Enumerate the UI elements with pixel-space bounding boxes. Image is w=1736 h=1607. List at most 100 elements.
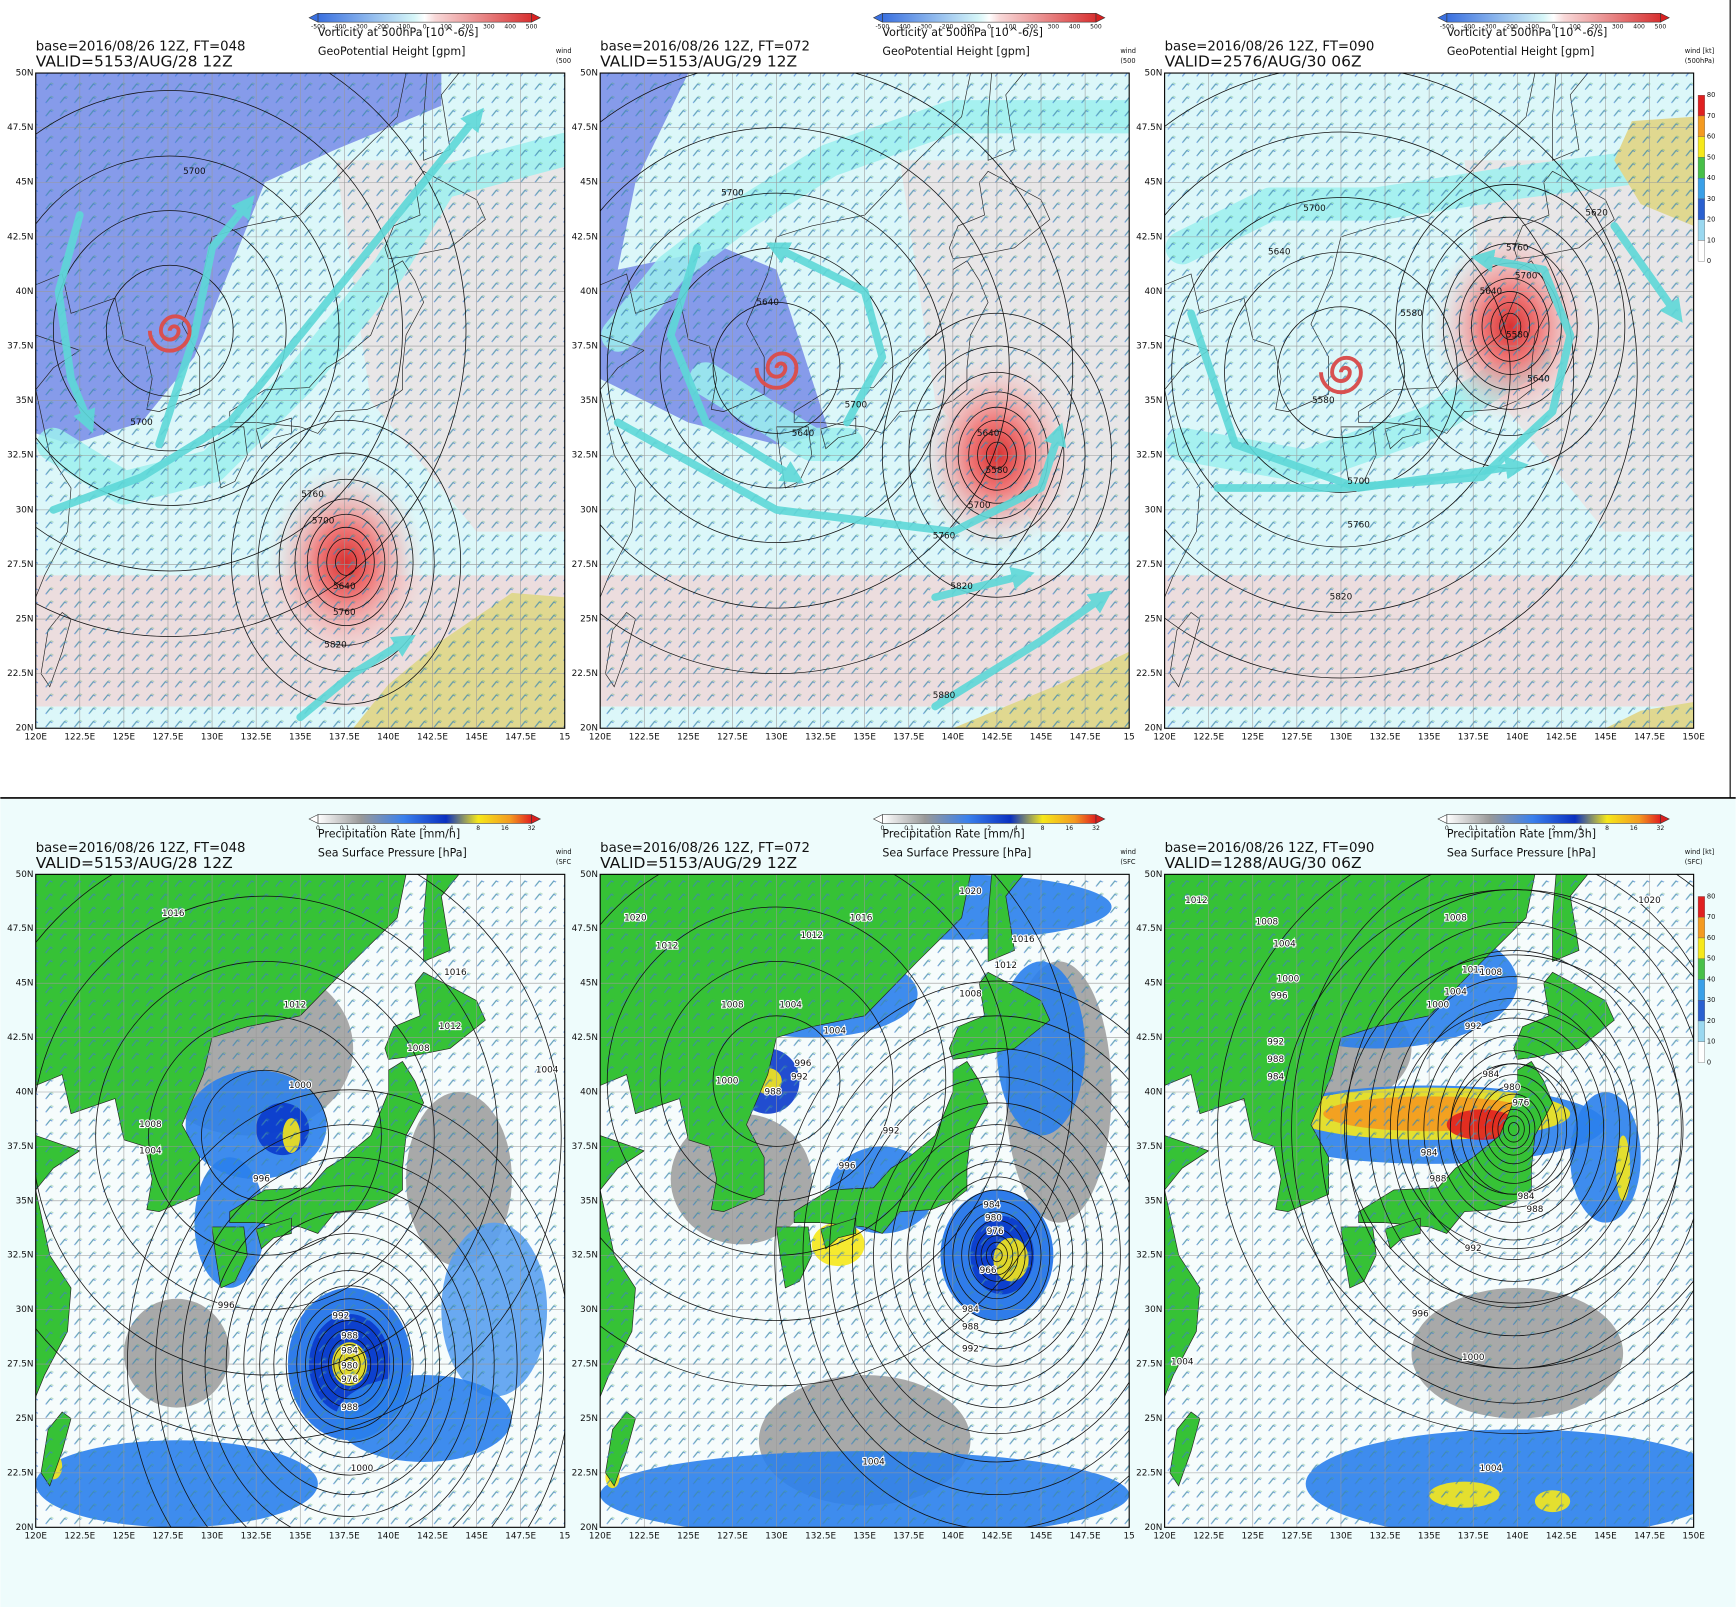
contour-label: 984 — [983, 1201, 1000, 1211]
contour-label: 984 — [1482, 1070, 1499, 1080]
colorbar-label: -400 — [897, 24, 911, 31]
lon-label: 135E — [289, 1532, 312, 1542]
contour-label: 1008 — [1444, 913, 1467, 923]
lon-label: 135E — [1418, 733, 1441, 743]
contour — [201, 1069, 329, 1202]
contour — [278, 478, 414, 646]
lat-label: 27.5N — [7, 560, 33, 570]
lat-label: 50N — [16, 69, 34, 79]
lon-label: 150E — [1682, 733, 1705, 743]
contour — [328, 1337, 372, 1391]
contour — [1449, 1063, 1578, 1195]
colorbar-label: -300 — [354, 24, 368, 31]
contour — [873, 1102, 1121, 1408]
map-frame — [1164, 72, 1695, 729]
lon-label: 140E — [1506, 733, 1529, 743]
contour — [294, 498, 398, 626]
lat-label: 22.5N — [1136, 669, 1162, 679]
contour-label: 1016 — [1012, 935, 1035, 945]
colorbar-label: 32 — [528, 825, 536, 832]
colorbar-label: 400 — [504, 24, 516, 31]
colorbar-label: 0 — [316, 825, 320, 832]
contour-label: 5640 — [1480, 287, 1503, 297]
contour — [1217, 874, 1694, 1435]
contour-label: 984 — [341, 1347, 358, 1357]
lat-label: 42.5N — [7, 232, 33, 242]
lon-label: 135E — [853, 733, 876, 743]
colorbar-label: 200 — [462, 24, 474, 31]
contour-label: 1004 — [1480, 1464, 1503, 1474]
contour — [1469, 1074, 1559, 1184]
contour-label: 5820 — [1330, 593, 1353, 603]
contour — [225, 1211, 474, 1517]
lat-label: 25N — [580, 615, 598, 625]
lon-label: 120E — [1153, 1532, 1176, 1542]
lat-label: 45N — [16, 979, 34, 989]
field-title: Sea Surface Pressure [hPa] — [882, 846, 1031, 859]
wind-scale-label: 20 — [1707, 216, 1715, 224]
lat-label: 35N — [16, 1196, 34, 1206]
field-title: Sea Surface Pressure [hPa] — [1447, 846, 1596, 859]
colorbar-label: -100 — [961, 24, 975, 31]
contour-label: 5580 — [1312, 396, 1335, 406]
lon-label: 145E — [1594, 1532, 1617, 1542]
contour-label: 1016 — [162, 909, 185, 919]
colorbar-label: 16 — [1065, 825, 1073, 832]
colorbar-end — [872, 12, 883, 23]
map-panel: base=2016/08/26 12Z, FT=048VALID=5153/AU… — [7, 12, 572, 743]
contour — [338, 1350, 361, 1378]
contour — [712, 1015, 841, 1147]
contour-label: 1020 — [624, 913, 647, 923]
contour — [933, 1176, 1061, 1334]
contour-label: 988 — [765, 1087, 782, 1097]
map-frame — [599, 72, 1130, 729]
lat-label: 47.5N — [572, 123, 598, 133]
contour-label: 5760 — [333, 608, 356, 618]
contour-label: 5580 — [986, 466, 1009, 476]
lon-label: 130E — [201, 1532, 224, 1542]
contour-label: 1004 — [1171, 1357, 1194, 1367]
valid-time: VALID=5153/AUG/28 12Z — [36, 854, 233, 872]
contour-label: 976 — [987, 1227, 1004, 1237]
wind-level: (500hPa) — [1685, 57, 1715, 65]
contour-label: 5700 — [1347, 477, 1370, 487]
colorbar-label: 0.3 — [367, 825, 377, 832]
lat-label: 40N — [1145, 1087, 1163, 1097]
contour — [306, 513, 386, 611]
lon-label: 122.5E — [629, 1532, 660, 1542]
contour-label: 5580 — [1400, 309, 1423, 319]
contour-label: 1000 — [1427, 1000, 1450, 1010]
contour — [1442, 243, 1578, 410]
valid-time: VALID=2576/AUG/30 06Z — [1165, 52, 1362, 70]
colorbar-label: 500 — [526, 24, 538, 31]
wind-colorbar — [1697, 157, 1705, 179]
contour-label: 5640 — [792, 429, 815, 439]
contour-label: 992 — [1465, 1022, 1482, 1032]
lat-label: 27.5N — [7, 1360, 33, 1370]
contour — [326, 537, 366, 587]
colorbar-label: -400 — [332, 24, 346, 31]
contour-label: 1008 — [1256, 918, 1279, 928]
lon-label: 132.5E — [805, 1532, 836, 1542]
wind-colorbar — [1697, 198, 1705, 220]
field-title: Precipitation Rate [mm/h] — [318, 827, 460, 840]
lon-label: 122.5E — [64, 1532, 95, 1542]
lat-label: 20N — [16, 1523, 34, 1533]
contour — [920, 1161, 1074, 1350]
contour — [1277, 306, 1405, 439]
map-frame — [35, 72, 566, 729]
map-area: 5700 5640 5580 5620 5760 5700 5640 5580 5640 5580… — [1164, 73, 1694, 729]
flow-arrow — [766, 242, 887, 427]
lon-label: 145E — [1030, 1532, 1053, 1542]
lat-label: 45N — [1145, 178, 1163, 188]
contour — [600, 73, 1074, 674]
colorbar-label: 0 — [1552, 24, 1556, 31]
colorbar-label: 2 — [423, 825, 427, 832]
lon-label: 125E — [113, 733, 136, 743]
colorbar — [882, 13, 1097, 23]
contour-label: 980 — [985, 1214, 1002, 1224]
lon-label: 137.5E — [329, 733, 360, 743]
contour — [908, 345, 1086, 565]
colorbar-label: -100 — [396, 24, 410, 31]
